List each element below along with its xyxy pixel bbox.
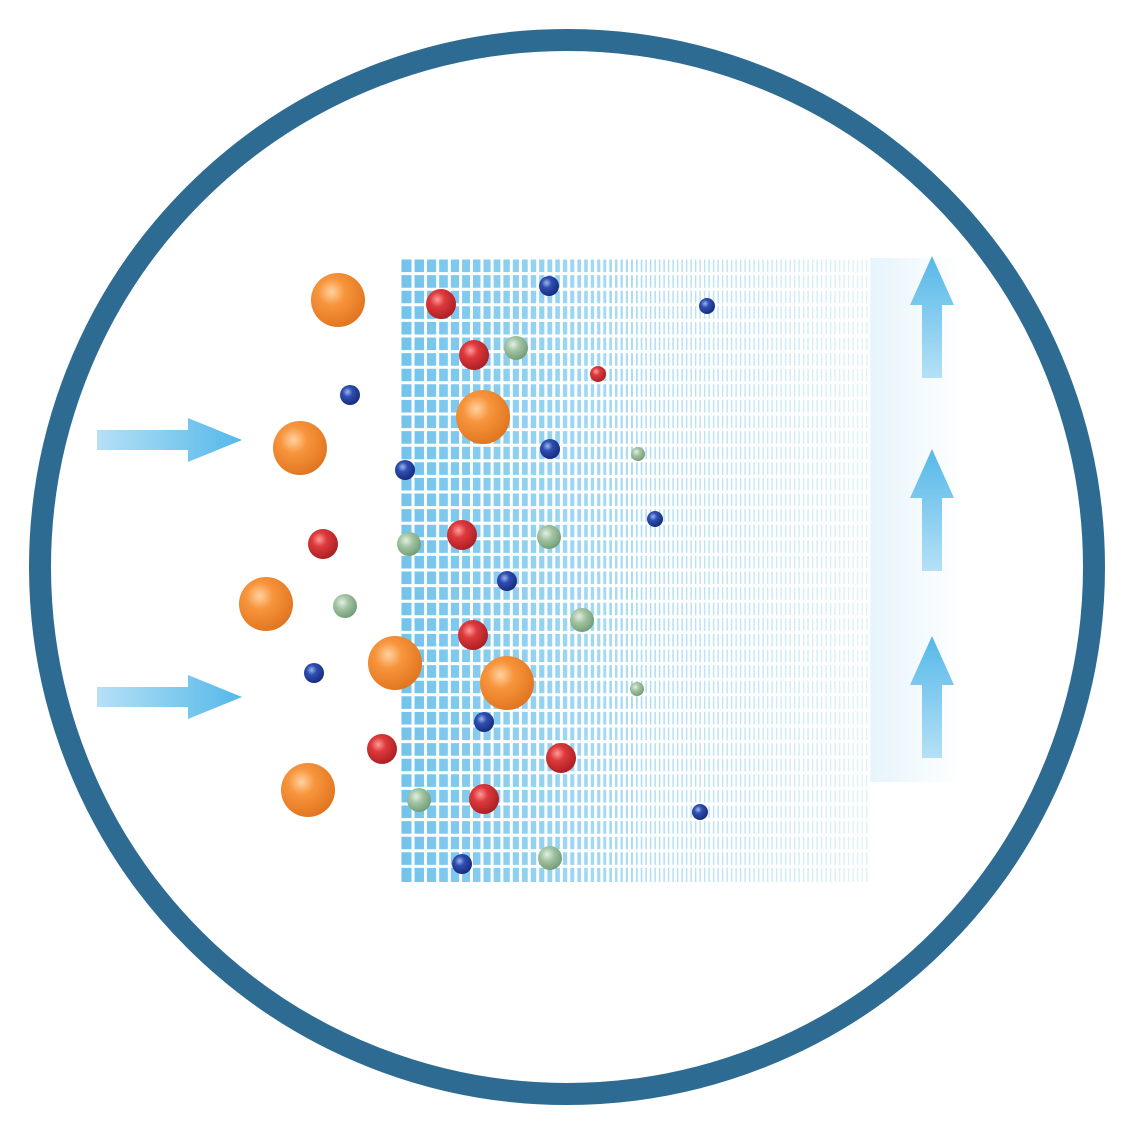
- particle: [537, 525, 561, 549]
- particle: [540, 439, 560, 459]
- particle: [395, 460, 415, 480]
- particle: [474, 712, 494, 732]
- particle: [397, 532, 421, 556]
- particle: [304, 663, 324, 683]
- particle: [699, 298, 715, 314]
- particle: [539, 276, 559, 296]
- inflow-arrows: [97, 418, 242, 719]
- mesh-lines: [398, 256, 871, 882]
- particle: [497, 571, 517, 591]
- particle: [407, 788, 431, 812]
- particle: [452, 854, 472, 874]
- particle: [239, 577, 293, 631]
- particle: [546, 743, 576, 773]
- particle: [367, 734, 397, 764]
- particle: [647, 511, 663, 527]
- particle: [570, 608, 594, 632]
- particle: [333, 594, 357, 618]
- particle: [281, 763, 335, 817]
- particle: [469, 784, 499, 814]
- particle: [692, 804, 708, 820]
- particle: [538, 846, 562, 870]
- arrow-right: [97, 418, 242, 462]
- arrow-up: [910, 636, 954, 758]
- arrow-up: [910, 256, 954, 378]
- particle: [630, 682, 644, 696]
- particle: [590, 366, 606, 382]
- particle: [426, 289, 456, 319]
- arrow-up: [910, 449, 954, 571]
- particle: [447, 520, 477, 550]
- outflow-arrows: [910, 256, 954, 758]
- particle: [631, 447, 645, 461]
- particle: [459, 340, 489, 370]
- particle: [273, 421, 327, 475]
- arrow-right: [97, 675, 242, 719]
- particle: [340, 385, 360, 405]
- particle: [308, 529, 338, 559]
- particles: [239, 273, 715, 874]
- particle: [504, 336, 528, 360]
- fade-band: [870, 258, 962, 782]
- particle: [368, 636, 422, 690]
- frame-ring: [29, 29, 1105, 1105]
- particle: [458, 620, 488, 650]
- particle: [480, 656, 534, 710]
- particle: [456, 390, 510, 444]
- particle: [311, 273, 365, 327]
